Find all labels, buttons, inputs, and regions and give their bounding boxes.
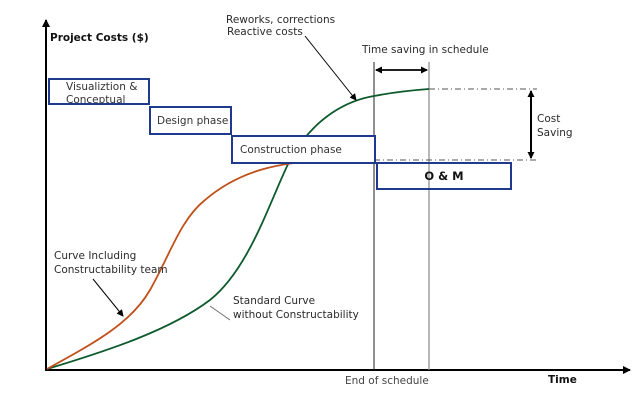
phase-om-box: O & M (376, 162, 512, 190)
standard-curve-label-1: Standard Curve (233, 295, 316, 307)
phase-visualization-box: Visualiztion & Conceptual (48, 78, 150, 106)
phase-om-label: O & M (424, 169, 464, 183)
phase-construction-label: Construction phase (240, 144, 342, 156)
phase-construction-box: Construction phase (231, 135, 376, 164)
standard-pointer (209, 305, 231, 321)
standard-curve (46, 88, 430, 370)
time-saving-label: Time saving in schedule (362, 44, 489, 56)
x-axis-label: Time (548, 374, 577, 386)
reworks-label-2: Reactive costs (227, 26, 303, 38)
cost-saving-label-2: Saving (537, 127, 573, 139)
end-of-schedule-label: End of schedule (345, 375, 429, 387)
phase-visualization-label-2: Conceptual (66, 94, 126, 106)
constructability-curve-label-1: Curve Including (54, 250, 137, 262)
reworks-label-1: Reworks, corrections (226, 14, 336, 26)
constructability-curve-label-2: Constructability team (54, 264, 168, 276)
y-axis-label: Project Costs ($) (50, 32, 149, 44)
phase-design-box: Design phase (149, 106, 232, 135)
cost-saving-label-1: Cost (537, 113, 561, 125)
constructability-pointer (92, 278, 124, 317)
phase-visualization-label-1: Visualiztion & (66, 81, 138, 93)
phase-design-label: Design phase (157, 115, 229, 127)
reworks-pointer (304, 35, 357, 101)
standard-curve-label-2: without Constructability (233, 309, 359, 321)
